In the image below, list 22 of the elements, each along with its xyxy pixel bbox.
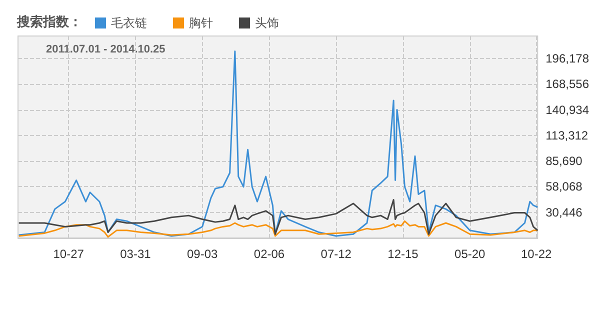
chart-title: 搜索指数： bbox=[16, 14, 82, 30]
x-tick-label: 07-12 bbox=[320, 247, 352, 261]
line-series bbox=[18, 220, 538, 238]
x-tick-label: 10-27 bbox=[53, 247, 84, 261]
x-tick-label: 02-06 bbox=[254, 247, 285, 261]
y-tick-label: 30,446 bbox=[546, 205, 583, 220]
x-tick-label: 12-15 bbox=[388, 247, 419, 261]
y-tick-label: 113,312 bbox=[546, 128, 588, 142]
line-series bbox=[18, 199, 538, 235]
y-tick-label: 140,934 bbox=[546, 102, 590, 117]
x-tick-label: 03-31 bbox=[120, 247, 152, 261]
x-tick-label: 10-22 bbox=[520, 247, 552, 261]
y-tick-label: 58,068 bbox=[546, 180, 583, 194]
legend-label: 毛衣链 bbox=[111, 16, 147, 30]
y-tick-label: 196,178 bbox=[546, 52, 590, 66]
annotation: 2011.07.01 - 2014.10.25 bbox=[46, 44, 166, 56]
y-tick-label: 85,690 bbox=[546, 154, 583, 168]
legend-label: 头饰 bbox=[255, 16, 279, 30]
y-tick-label: 168,556 bbox=[546, 77, 590, 92]
legend-label: 胸针 bbox=[189, 16, 213, 30]
x-tick-label: 05-20 bbox=[454, 247, 486, 261]
x-tick-label: 09-03 bbox=[187, 247, 218, 261]
